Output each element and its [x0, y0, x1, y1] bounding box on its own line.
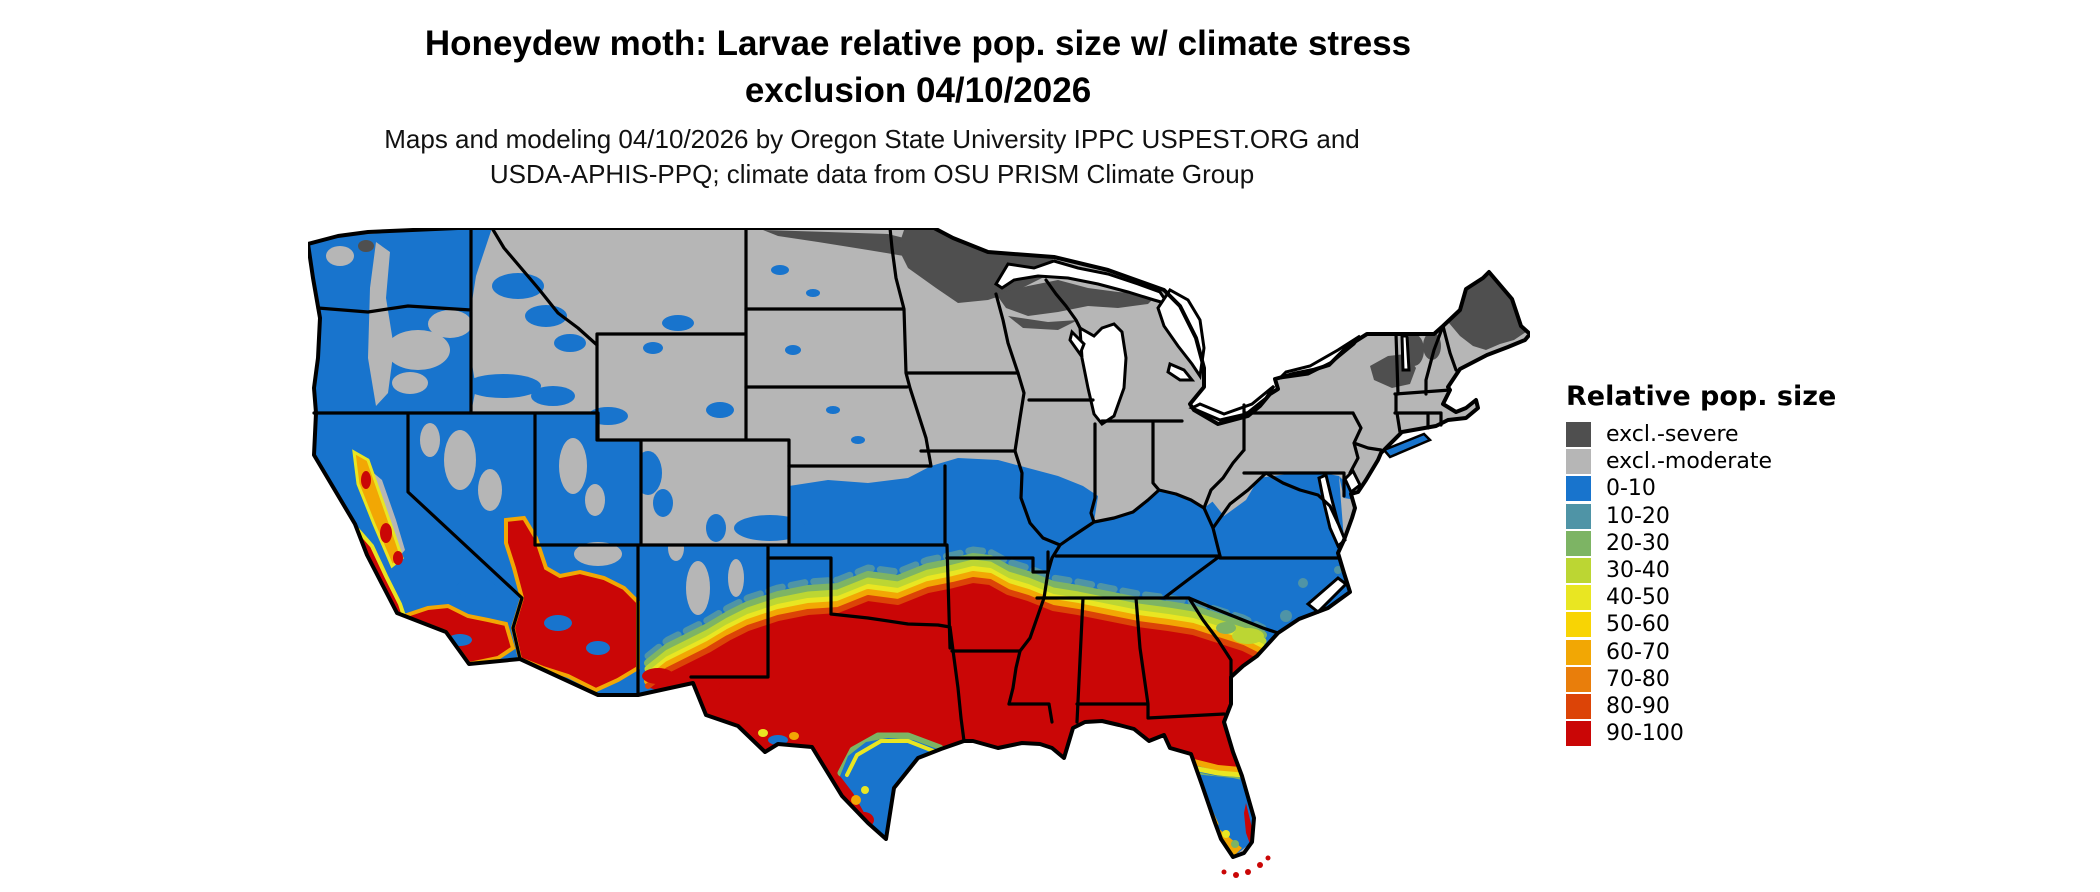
legend-label-c10: 10-20: [1606, 503, 1670, 529]
legend-label-c20: 20-30: [1606, 530, 1670, 556]
borders-south: [1007, 554, 1341, 724]
legend-label-c90: 90-100: [1606, 721, 1684, 747]
legend-swatch-moderate: [1566, 449, 1591, 475]
legend-item-c30: 30-40: [1566, 557, 1836, 584]
legend-label-c70: 70-80: [1606, 666, 1670, 692]
legend-swatch-severe: [1566, 422, 1591, 448]
legend-label-c60: 60-70: [1606, 639, 1670, 665]
region-southwest-hot: [349, 449, 799, 745]
legend-swatch-c0: [1566, 476, 1591, 502]
legend-item-c10: 10-20: [1566, 503, 1836, 530]
legend-swatch-c60: [1566, 639, 1591, 665]
legend-item-c50: 50-60: [1566, 611, 1836, 638]
map-subtitle: Maps and modeling 04/10/2026 by Oregon S…: [0, 122, 1744, 192]
region-high-pop-red: [650, 578, 1263, 839]
lake-erie: [1188, 384, 1276, 422]
florida-keys: [1221, 855, 1271, 878]
legend-swatch-c80: [1566, 693, 1591, 719]
legend-swatch-c50: [1566, 612, 1591, 638]
legend-label-c40: 40-50: [1606, 585, 1670, 611]
saginaw-bay: [1166, 361, 1196, 382]
us-map-svg: [308, 228, 1530, 878]
legend-item-c60: 60-70: [1566, 639, 1836, 666]
legend-item-c70: 70-80: [1566, 666, 1836, 693]
title-line-2: exclusion 04/10/2026: [744, 71, 1092, 110]
legend-swatch-c90: [1566, 721, 1591, 747]
legend-swatch-c10: [1566, 503, 1591, 529]
legend-label-c50: 50-60: [1606, 612, 1670, 638]
long-island: [1381, 432, 1433, 459]
transition-bands: [644, 546, 1267, 689]
legend-items: excl.-severe excl.-moderate 0-10 10-20 20-30…: [1566, 421, 1836, 747]
legend-item-c20: 20-30: [1566, 530, 1836, 557]
legend-item-c0: 0-10: [1566, 475, 1836, 502]
coastline: [308, 228, 1530, 859]
legend-title: Relative pop. size: [1566, 381, 1837, 412]
delaware-bay: [1343, 468, 1362, 495]
legend-swatch-c70: [1566, 666, 1591, 692]
legend-item-moderate: excl.-moderate: [1566, 448, 1836, 475]
state-borders: [312, 228, 1458, 743]
borders-northeast: [1393, 324, 1458, 434]
borders-midwest: [994, 278, 1206, 706]
map-title: Honeydew moth: Larvae relative pop. size…: [0, 20, 1836, 114]
subtitle-line-2: USDA-APHIS-PPQ; climate data from OSU PR…: [489, 159, 1255, 189]
legend-label-moderate: excl.-moderate: [1606, 449, 1772, 475]
region-excl-moderate-patches: [326, 242, 1260, 615]
legend-label-c30: 30-40: [1606, 558, 1670, 584]
subtitle-line-1: Maps and modeling 04/10/2026 by Oregon S…: [384, 124, 1360, 154]
legend-item-severe: excl.-severe: [1566, 421, 1836, 448]
legend-item-c80: 80-90: [1566, 693, 1836, 720]
legend-swatch-c20: [1566, 530, 1591, 556]
legend-item-c90: 90-100: [1566, 720, 1836, 747]
lake-champlain: [1400, 334, 1411, 372]
legend-swatch-c30: [1566, 558, 1591, 584]
green-bay: [1068, 329, 1086, 358]
map-legend: Relative pop. size excl.-severe excl.-mod…: [1566, 381, 1836, 747]
borders-plains: [744, 228, 1050, 743]
legend-label-severe: excl.-severe: [1606, 422, 1739, 448]
legend-item-c40: 40-50: [1566, 584, 1836, 611]
legend-label-c80: 80-90: [1606, 693, 1670, 719]
us-map: [308, 228, 1530, 888]
title-line-1: Honeydew moth: Larvae relative pop. size…: [424, 24, 1412, 63]
legend-label-c0: 0-10: [1606, 476, 1656, 502]
borders-east: [1202, 403, 1383, 558]
legend-swatch-c40: [1566, 585, 1591, 611]
